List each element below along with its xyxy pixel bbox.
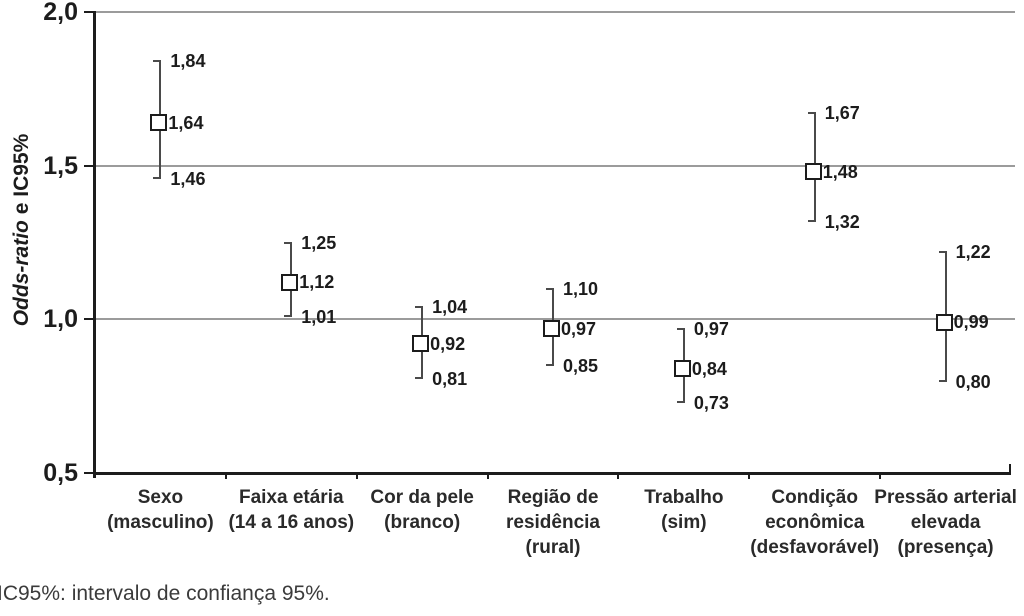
error-bar-cap-bottom [807, 219, 816, 222]
x-axis-tick [486, 473, 489, 479]
error-bar-cap-top [938, 250, 947, 253]
x-axis-tick [617, 473, 620, 479]
ci-low-label: 0,81 [432, 368, 468, 389]
category-label: Trabalho (sim) [644, 487, 724, 533]
ci-low-label: 0,85 [563, 356, 599, 377]
ci-low-label: 0,80 [955, 371, 991, 392]
ci-high-label: 1,10 [563, 278, 599, 299]
gridline [95, 318, 1015, 321]
or-marker [281, 273, 299, 291]
category-label: Faixa etária (14 a 16 anos) [228, 487, 355, 533]
or-value-label: 0,92 [430, 333, 466, 354]
error-bar-cap-top [284, 241, 293, 244]
category-label: Condição econômica (desfavorável) [750, 487, 880, 558]
or-value-label: 1,48 [822, 161, 858, 182]
or-marker [412, 335, 430, 353]
or-value-label: 0,99 [953, 312, 989, 333]
y-tick-label: 0,5 [43, 459, 78, 487]
x-axis-tick [748, 473, 751, 479]
y-axis-tick [84, 318, 93, 321]
or-marker [150, 114, 168, 132]
or-value-label: 1,64 [168, 112, 204, 133]
ci-low-label: 1,32 [824, 211, 860, 232]
x-axis-tick [879, 473, 882, 479]
error-bar-cap-bottom [284, 315, 293, 318]
or-marker [804, 163, 822, 181]
error-bar-cap-bottom [938, 379, 947, 382]
y-tick-label: 1,5 [43, 151, 78, 180]
or-marker [543, 320, 560, 338]
ci-high-label: 1,84 [170, 51, 206, 72]
y-axis-tick [84, 164, 93, 167]
error-bar-cap-bottom [415, 376, 424, 379]
x-axis-tick [355, 473, 358, 479]
x-axis-tick [224, 473, 227, 479]
x-axis-line [93, 472, 1011, 475]
or-value-label: 0,97 [561, 318, 597, 339]
ci-low-label: 0,73 [693, 393, 729, 414]
category-label: Sexo (masculino) [107, 487, 214, 533]
or-marker [673, 360, 691, 377]
y-axis-tick [84, 472, 93, 474]
ci-high-label: 0,97 [693, 318, 729, 339]
ci-high-label: 1,67 [824, 103, 860, 124]
ci-low-label: 1,01 [301, 307, 337, 328]
gridline [95, 11, 1015, 13]
category-label: Pressão arterial elevada (presença) [874, 487, 1017, 558]
category-label: Região de residência (rural) [506, 487, 600, 558]
or-value-label: 1,12 [299, 272, 335, 293]
or-marker [935, 313, 953, 331]
ci-high-label: 1,22 [955, 241, 991, 262]
ci-low-label: 1,46 [170, 168, 206, 189]
error-bar-cap-bottom [676, 401, 685, 404]
error-bar-cap-top [153, 60, 162, 63]
or-value-label: 0,84 [691, 358, 727, 379]
error-bar-cap-top [415, 306, 424, 309]
ci-high-label: 1,04 [432, 297, 468, 318]
y-tick-label: 1,0 [43, 305, 78, 334]
y-axis-tick [84, 11, 93, 13]
category-label: Cor da pele (branco) [370, 487, 474, 533]
error-bar-cap-top [546, 287, 554, 290]
error-bar-cap-bottom [546, 364, 554, 367]
y-axis-line [93, 11, 96, 478]
ci-high-label: 1,25 [301, 232, 337, 253]
gridline [95, 164, 1015, 167]
y-tick-label: 2,0 [43, 0, 78, 26]
footnote: IC95%: intervalo de confiança 95%. [0, 582, 330, 605]
error-bar-cap-top [676, 327, 685, 330]
x-axis-end-tick [1009, 464, 1011, 473]
error-bar-cap-top [807, 112, 816, 115]
error-bar-cap-bottom [153, 176, 162, 179]
